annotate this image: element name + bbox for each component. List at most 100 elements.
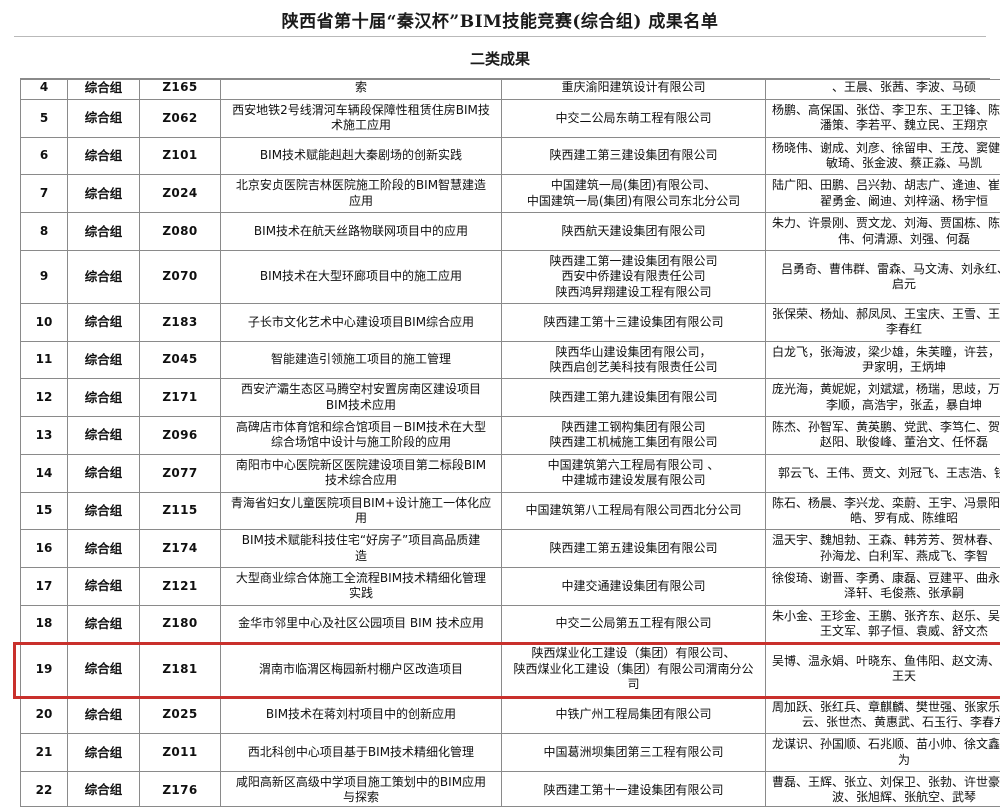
text-line: 陆广阳、田鹏、吕兴勃、胡志广、逄迪、崔云龙、 <box>771 178 1000 193</box>
cell-work-code: Z096 <box>139 416 221 455</box>
cell-group: 综合组 <box>67 99 140 138</box>
cell-work-code: Z101 <box>139 136 221 176</box>
text-line: 周加跃、张红兵、章麒麟、樊世强、张家乐、孙步 <box>771 699 1000 714</box>
text-line: BIM技术在大型环廊项目中的施工应用 <box>259 269 463 284</box>
text-line: 吴博、温永娟、叶晓东、鱼伟阳、赵文涛、贾庆、 <box>771 654 1000 669</box>
cell-project-name: 智能建造引领施工项目的施工管理 <box>220 340 502 380</box>
cell-work-code: Z165 <box>139 79 221 100</box>
cell-group: 综合组 <box>67 453 140 493</box>
text-line: 中交二公局东萌工程有限公司 <box>555 110 712 125</box>
cell-organization: 中国建筑第八工程局有限公司西北分公司 <box>501 491 766 531</box>
text-line: 司 <box>627 677 640 692</box>
results-table: 4 综合组 Z165 索重庆渝阳建筑设计有限公司 、王晨、张茜、李波、马硕 5 综合组 Z06… <box>20 79 1000 807</box>
table-row: 22 综合组 Z176 咸阳高新区高级中学项目施工策划中的BIM应用 与探索 陕西建工第十… <box>20 770 1000 807</box>
cell-group: 综合组 <box>67 733 140 772</box>
text-line: 张保荣、杨灿、郝凤凤、王宝庆、王雪、王珍珍、 <box>771 306 1000 321</box>
text-line: 白龙飞，张海波，梁少雄，朱芙瞳，许芸，吴昊， <box>771 344 1000 359</box>
cell-project-name: 西北科创中心项目基于BIM技术精细化管理 <box>220 733 502 772</box>
table-row: 13 综合组 Z096 高碑店市体育馆和综合馆项目－BIM技术在大型 综合场馆中设计与施… <box>20 416 1000 455</box>
text-line: 陕西启创艺美科技有限责任公司 <box>549 360 718 375</box>
cell-serial-number: 4 <box>20 79 68 100</box>
cell-serial-number: 15 <box>20 491 68 531</box>
text-line: 启元 <box>891 276 916 291</box>
cell-group: 综合组 <box>67 416 140 455</box>
text-line: 、王晨、张茜、李波、马硕 <box>831 80 976 95</box>
cell-work-code: Z181 <box>139 642 221 697</box>
cell-project-name: 大型商业综合体施工全流程BIM技术精细化管理 实践 <box>220 566 502 606</box>
text-line: 造 <box>354 548 367 563</box>
text-line: 杨鹏、高保国、张岱、李卫东、王卫锋、陈砚华、 <box>771 103 1000 117</box>
cell-work-code: Z070 <box>139 249 221 304</box>
text-line: 云、张世杰、黄惠武、石玉行、李春方 <box>801 714 1000 729</box>
text-line: 陕西航天建设集团有限公司 <box>561 223 706 238</box>
cell-organization: 陕西建工钢构集团有限公司 陕西建工机械施工集团有限公司 <box>501 416 766 455</box>
cell-organization: 陕西建工第三建设集团有限公司 <box>501 136 766 176</box>
text-line: 西安浐灞生态区马腾空村安置房南区建设项目 <box>240 382 481 397</box>
cell-work-code: Z025 <box>139 695 221 735</box>
cell-project-name: 高碑店市体育馆和综合馆项目－BIM技术在大型 综合场馆中设计与施工阶段的应用 <box>220 416 502 455</box>
cell-group: 综合组 <box>67 136 140 176</box>
cell-project-name: 金华市邻里中心及社区公园项目 BIM 技术应用 <box>220 604 502 644</box>
text-line: 中铁广州工程局集团有限公司 <box>555 707 712 722</box>
cell-participants: 张保荣、杨灿、郝凤凤、王宝庆、王雪、王珍珍、李春红 <box>765 302 1000 342</box>
text-line: 中国建筑一局(集团)有限公司东北分公司 <box>526 193 741 208</box>
text-line: 渭南市临渭区梅园新村棚户区改造项目 <box>258 661 463 676</box>
text-line: 中建城市建设发展有限公司 <box>561 473 706 488</box>
cell-organization: 重庆渝阳建筑设计有限公司 <box>501 79 766 100</box>
text-line: BIM技术赋能赳赳大秦剧场的创新实践 <box>259 148 463 163</box>
cell-participants: 白龙飞，张海波，梁少雄，朱芙瞳，许芸，吴昊，尹家明，王炳坤 <box>765 340 1000 380</box>
cell-serial-number: 5 <box>20 99 68 138</box>
table-row: 17 综合组 Z121 大型商业综合体施工全流程BIM技术精细化管理 实践 中建交通建设集… <box>20 566 1000 606</box>
text-line: 陕西建工机械施工集团有限公司 <box>549 435 718 450</box>
cell-work-code: Z045 <box>139 340 221 380</box>
cell-serial-number: 11 <box>20 340 68 380</box>
title-divider <box>14 36 986 37</box>
text-line: 杨晓伟、谢成、刘彦、徐留申、王茂、窦健鑫、郭 <box>771 140 1000 155</box>
cell-project-name: 南阳市中心医院新区医院建设项目第二标段BIM 技术综合应用 <box>220 453 502 493</box>
text-line: 中建交通建设集团有限公司 <box>561 578 706 593</box>
table-row: 14 综合组 Z077 南阳市中心医院新区医院建设项目第二标段BIM 技术综合应用 中国建… <box>20 453 1000 493</box>
text-line: 孙海龙、白利军、燕成飞、李智 <box>819 548 988 563</box>
cell-group: 综合组 <box>67 79 140 100</box>
page-title: 陕西省第十届“秦汉杯”BIM技能竞赛(综合组) 成果名单 <box>281 12 719 32</box>
cell-organization: 陕西建工第一建设集团有限公司 西安中侨建设有限责任公司 陕西鸿昇翔建设工程有限公司 <box>501 249 766 304</box>
table-row: 15 综合组 Z115 青海省妇女儿童医院项目BIM+设计施工一体化应用中国建筑第八工… <box>20 491 1000 531</box>
cell-group: 综合组 <box>67 378 140 418</box>
cell-group: 综合组 <box>67 249 140 304</box>
text-line: 实践 <box>348 586 373 601</box>
cell-organization: 陕西建工第十一建设集团有限公司 <box>501 770 766 807</box>
text-line: 应用 <box>348 193 373 208</box>
cell-work-code: Z174 <box>139 529 221 568</box>
cell-participants: 曹磊、王辉、张立、刘保卫、张勃、许世豪、陈竞波、张旭辉、张航空、武琴 <box>765 770 1000 807</box>
cell-serial-number: 9 <box>20 249 68 304</box>
text-line: 陕西建工钢构集团有限公司 <box>561 420 706 435</box>
cell-work-code: Z176 <box>139 770 221 807</box>
cell-work-code: Z183 <box>139 302 221 342</box>
cell-project-name: 西安地铁2号线渭河车辆段保障性租赁住房BIM技 术施工应用 <box>220 99 502 138</box>
cell-group: 综合组 <box>67 529 140 568</box>
cell-serial-number: 20 <box>20 695 68 735</box>
text-line: 潘策、李若平、魏立民、王翔京 <box>819 118 988 133</box>
cell-group: 综合组 <box>67 566 140 606</box>
cell-group: 综合组 <box>67 695 140 735</box>
text-line: 南阳市中心医院新区医院建设项目第二标段BIM <box>235 457 487 472</box>
cell-participants: 杨鹏、高保国、张岱、李卫东、王卫锋、陈砚华、潘策、李若平、魏立民、王翔京 <box>765 99 1000 138</box>
table-row: 9 综合组 Z070 BIM技术在大型环廊项目中的施工应用 陕西建工第一建设集团有限公司… <box>20 249 1000 304</box>
text-line: 郭云飞、王伟、贾文、刘冠飞、王志浩、钱腾杨 <box>777 465 1000 480</box>
cell-participants: 吕勇奇、曹伟群、雷森、马文涛、刘永红、 梁启元 <box>765 249 1000 304</box>
text-line: 陕西建工第十一建设集团有限公司 <box>543 782 724 797</box>
cell-serial-number: 17 <box>20 566 68 606</box>
cell-project-name: 北京安贞医院吉林医院施工阶段的BIM智慧建造 应用 <box>220 174 502 214</box>
text-line: 咸阳高新区高级中学项目施工策划中的BIM应用 <box>235 774 487 789</box>
cell-project-name: 渭南市临渭区梅园新村棚户区改造项目 <box>220 642 502 697</box>
cell-participants: 龙谋识、孙国顺、石兆顺、苗小帅、徐文鑫、孔祥为 <box>765 733 1000 772</box>
cell-serial-number: 7 <box>20 174 68 214</box>
cell-group: 综合组 <box>67 604 140 644</box>
text-line: 索 <box>354 80 367 95</box>
cell-work-code: Z024 <box>139 174 221 214</box>
text-line: 北京安贞医院吉林医院施工阶段的BIM智慧建造 <box>235 178 487 193</box>
text-line: 陈石、杨晨、李兴龙、栾蔚、王宇、冯景阳、陈文 <box>771 495 1000 510</box>
text-line: 泽轩、毛俊燕、张承嗣 <box>843 586 964 601</box>
cell-work-code: Z180 <box>139 604 221 644</box>
